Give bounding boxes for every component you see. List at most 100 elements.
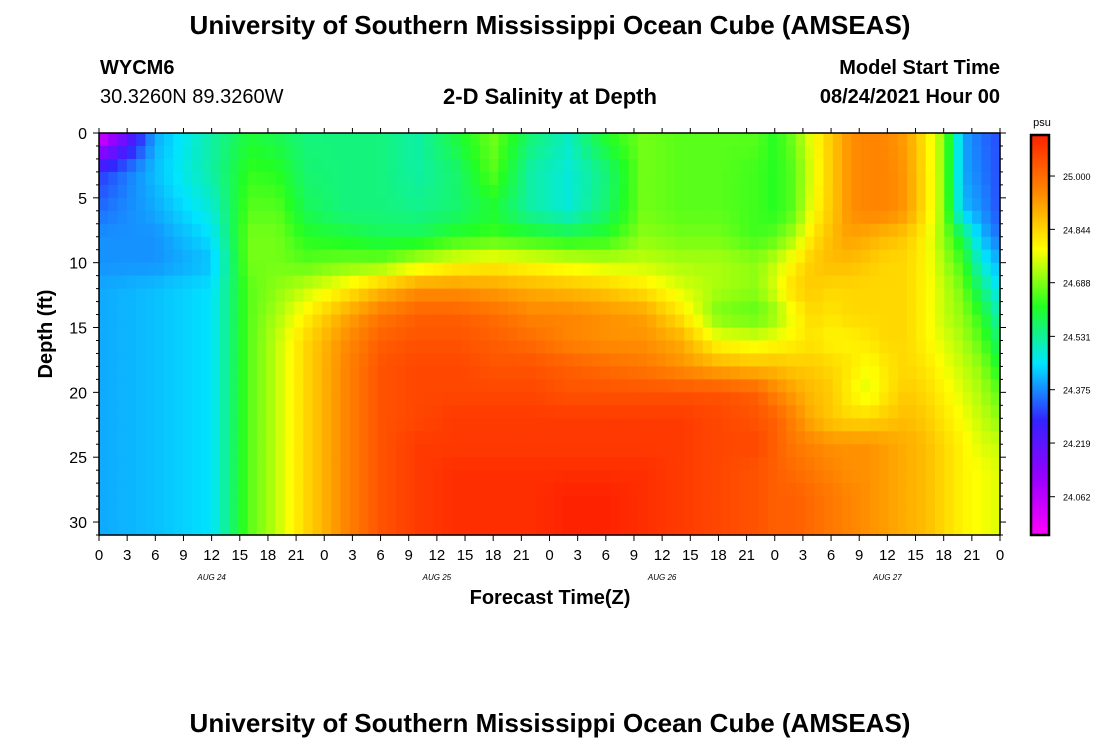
heatmap-cell [851, 496, 862, 510]
heatmap-cell [563, 327, 574, 342]
heatmap-cell [879, 509, 890, 523]
heatmap-cell [609, 444, 620, 458]
heatmap-cell [294, 301, 304, 316]
heatmap-cell [414, 236, 425, 251]
heatmap-cell [368, 236, 379, 251]
heatmap-cell [331, 275, 342, 290]
heatmap-cell [962, 223, 973, 238]
heatmap-cell [879, 210, 890, 225]
y-tick-label: 0 [78, 126, 87, 143]
heatmap-cell [628, 470, 639, 484]
heatmap-cell [842, 223, 852, 238]
heatmap-cell [684, 418, 695, 432]
heatmap-cell [247, 184, 258, 199]
heatmap-cell [535, 366, 546, 380]
x-tick-label: 15 [231, 547, 248, 564]
heatmap-cell [804, 509, 815, 523]
heatmap-cell [201, 470, 212, 484]
heatmap-cell [256, 133, 267, 147]
heatmap-cell [944, 405, 955, 419]
heatmap-cell [442, 133, 453, 147]
heatmap-cell [767, 301, 778, 316]
heatmap-cell [972, 275, 983, 290]
heatmap-cell [145, 197, 156, 212]
heatmap-cell [377, 496, 388, 510]
heatmap-cell [256, 353, 267, 368]
heatmap-cell [693, 470, 704, 484]
heatmap-cell [730, 236, 741, 251]
heatmap-cell [424, 496, 434, 510]
heatmap-cell [674, 392, 685, 406]
heatmap-cell [247, 457, 258, 471]
heatmap-cell [99, 223, 109, 238]
heatmap-cell [591, 366, 602, 380]
heatmap-cell [145, 288, 156, 303]
heatmap-cell [544, 301, 555, 316]
heatmap-cell [990, 223, 1001, 238]
heatmap-cell [442, 314, 453, 329]
heatmap-cell [628, 483, 639, 497]
heatmap-cell [869, 158, 880, 173]
heatmap-cell [238, 327, 249, 342]
heatmap-cell [312, 133, 323, 147]
heatmap-cell [749, 405, 760, 419]
heatmap-cell [619, 431, 630, 445]
heatmap-cell [832, 327, 843, 342]
heatmap-cell [368, 496, 379, 510]
heatmap-cell [516, 236, 527, 251]
heatmap-cell [953, 262, 964, 277]
heatmap-cell [962, 171, 973, 186]
heatmap-cell [637, 418, 648, 432]
heatmap-cell [451, 366, 462, 380]
heatmap-cell [591, 379, 602, 393]
heatmap-cell [126, 314, 137, 329]
heatmap-cell [916, 184, 927, 199]
heatmap-cell [145, 509, 156, 523]
heatmap-cell [600, 340, 611, 355]
heatmap-cell [925, 158, 936, 173]
heatmap-cell [182, 275, 193, 290]
heatmap-cell [414, 275, 425, 290]
heatmap-cell [461, 158, 472, 173]
heatmap-cell [256, 522, 267, 536]
heatmap-cell [832, 522, 843, 536]
heatmap-cell [814, 431, 825, 445]
heatmap-cell [554, 353, 565, 368]
heatmap-cell [470, 249, 481, 264]
heatmap-cell [879, 522, 890, 536]
heatmap-cell [526, 314, 537, 329]
heatmap-cell [619, 327, 630, 342]
heatmap-cell [702, 366, 713, 380]
heatmap-cell [414, 353, 425, 368]
heatmap-cell [656, 314, 667, 329]
heatmap-cell [275, 210, 286, 225]
heatmap-cell [470, 184, 481, 199]
heatmap-cell [368, 522, 379, 536]
heatmap-cell [888, 379, 899, 393]
heatmap-cell [108, 314, 119, 329]
heatmap-cell [526, 288, 537, 303]
heatmap-cell [470, 431, 481, 445]
heatmap-cell [108, 418, 119, 432]
heatmap-cell [767, 392, 778, 406]
heatmap-cell [489, 223, 500, 238]
heatmap-cell [582, 197, 592, 212]
heatmap-cell [712, 288, 722, 303]
heatmap-cell [405, 314, 416, 329]
heatmap-cell [424, 457, 434, 471]
heatmap-cell [944, 509, 955, 523]
heatmap-cell [860, 327, 871, 342]
heatmap-cell [712, 314, 722, 329]
heatmap-cell [479, 496, 490, 510]
heatmap-cell [405, 133, 416, 147]
heatmap-cell [266, 133, 277, 147]
heatmap-cell [869, 288, 880, 303]
heatmap-cell [229, 249, 239, 264]
heatmap-cell [777, 275, 787, 290]
heatmap-cell [981, 379, 992, 393]
heatmap-cell [340, 197, 351, 212]
heatmap-cell [489, 444, 500, 458]
heatmap-cell [962, 496, 973, 510]
heatmap-cell [804, 327, 815, 342]
heatmap-cell [693, 236, 704, 251]
